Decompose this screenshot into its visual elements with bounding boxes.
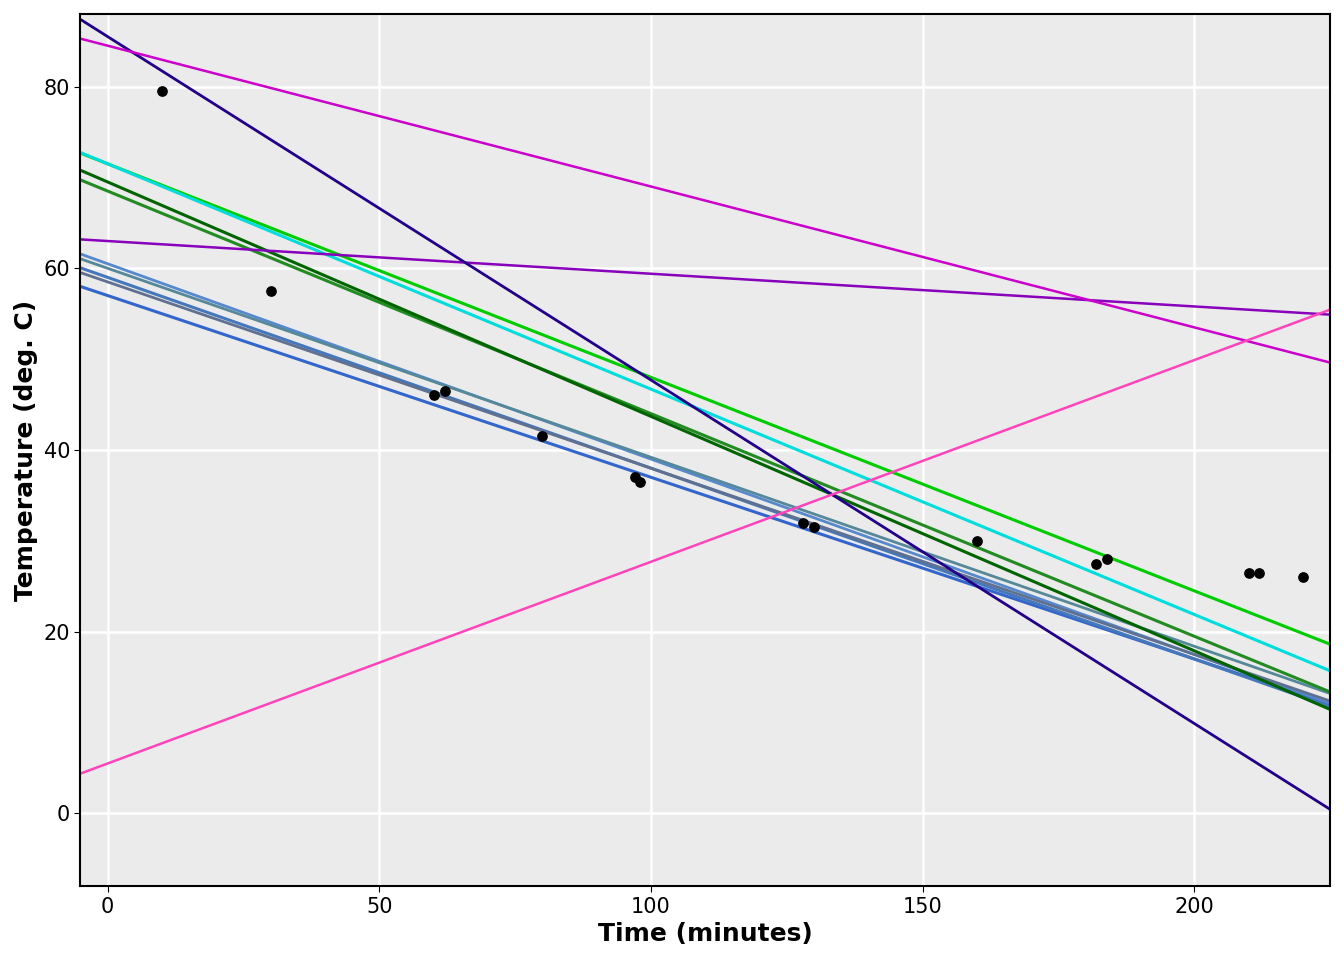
Point [434, 383, 456, 398]
Point [1292, 569, 1313, 585]
X-axis label: Time (minutes): Time (minutes) [598, 923, 813, 947]
Point [259, 283, 281, 299]
Point [152, 84, 173, 99]
Point [624, 469, 645, 485]
Point [629, 474, 650, 490]
Y-axis label: Temperature (deg. C): Temperature (deg. C) [13, 300, 38, 601]
Point [423, 388, 445, 403]
Point [1249, 565, 1270, 581]
Point [1097, 551, 1118, 566]
Point [532, 429, 554, 444]
Point [793, 515, 814, 530]
Point [1086, 556, 1107, 571]
Point [966, 533, 988, 548]
Point [1238, 565, 1259, 581]
Point [804, 519, 825, 535]
